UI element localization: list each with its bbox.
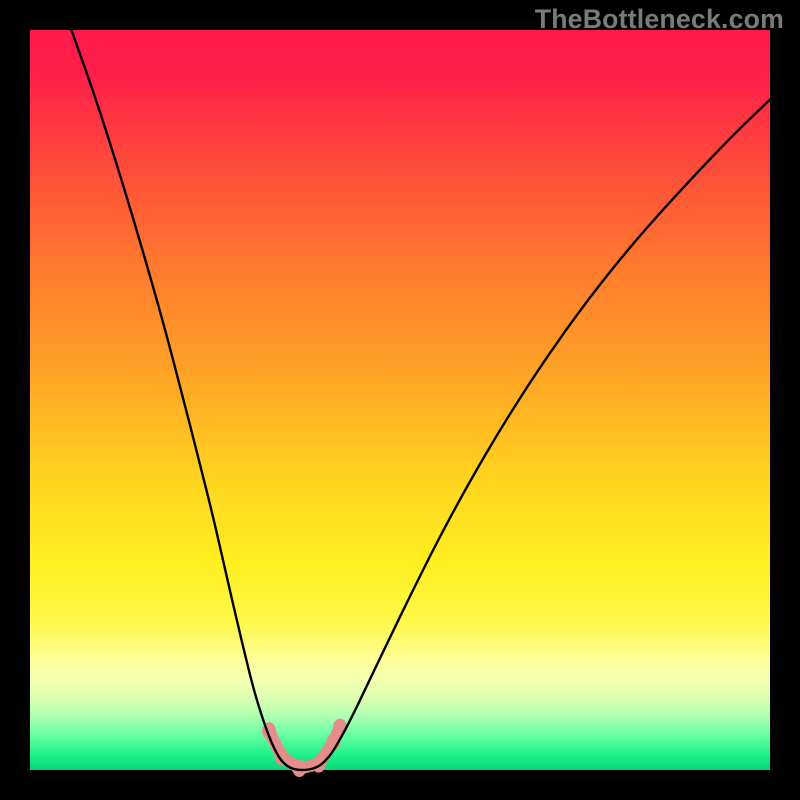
chart-stage: TheBottleneck.com: [0, 0, 800, 800]
valley-marker-dot: [312, 756, 326, 773]
watermark-text: TheBottleneck.com: [535, 4, 784, 35]
valley-marker-dot: [333, 719, 347, 736]
plot-area: [30, 30, 770, 770]
bottleneck-chart: [0, 0, 800, 800]
